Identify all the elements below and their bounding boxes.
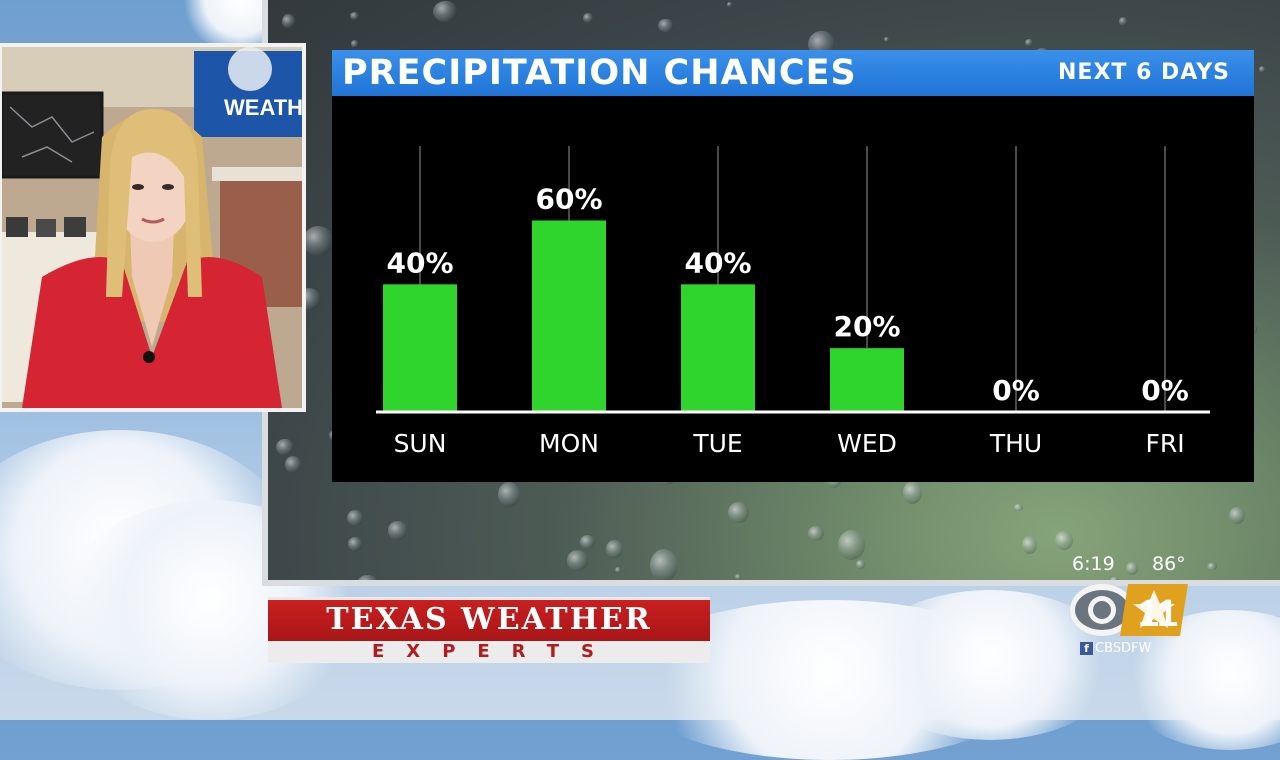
data-label-wed: 20%	[833, 310, 900, 343]
raindrop	[658, 18, 674, 33]
data-label-tue: 40%	[684, 246, 751, 279]
raindrop	[903, 481, 923, 505]
raindrop	[388, 521, 407, 540]
raindrop	[838, 529, 866, 560]
raindrop	[1021, 536, 1037, 554]
raindrop	[1119, 16, 1128, 26]
chart-title: PRECIPITATION CHANCES	[342, 53, 857, 93]
raindrop	[1014, 503, 1023, 511]
raindrop	[650, 548, 679, 580]
raindrop	[582, 12, 594, 23]
x-tick-label-tue: TUE	[692, 429, 742, 458]
chart-subtitle: NEXT 6 DAYS	[1058, 60, 1230, 85]
raindrop	[357, 574, 378, 580]
data-label-mon: 60%	[535, 182, 602, 215]
presenter-video-inset: WEATH	[0, 43, 306, 412]
raindrop	[497, 481, 520, 508]
precipitation-bar-chart: 40% SUN 60% MON 40% TUE 20% WED 0% THU 0% FRI	[376, 146, 1210, 458]
raindrop	[1055, 530, 1074, 550]
precipitation-chart-panel: PRECIPITATION CHANCES NEXT 6 DAYS 40% SUN…	[332, 50, 1254, 482]
bar-wed	[830, 348, 904, 412]
chart-header-bar: PRECIPITATION CHANCES NEXT 6 DAYS	[332, 50, 1254, 96]
raindrop	[282, 13, 295, 29]
raindrop	[726, 2, 732, 8]
raindrop	[605, 539, 623, 558]
raindrop	[734, 574, 742, 580]
raindrop	[579, 535, 595, 549]
raindrop	[1228, 507, 1246, 525]
raindrop	[347, 537, 362, 551]
presenter-video: WEATH	[2, 47, 302, 408]
raindrop	[883, 36, 889, 42]
raindrop	[807, 525, 825, 542]
x-tick-label-thu: THU	[989, 429, 1042, 458]
raindrop	[346, 509, 364, 527]
presenter-scene: WEATH	[2, 47, 302, 408]
social-handle-text: CBSDFW	[1095, 641, 1152, 656]
social-handle: f CBSDFW	[1080, 641, 1151, 656]
raindrop	[1109, 576, 1119, 580]
raindrop	[1025, 38, 1033, 47]
raindrop	[1126, 561, 1139, 575]
raindrop	[284, 455, 302, 473]
data-label-sun: 40%	[386, 246, 453, 279]
raindrop	[350, 39, 358, 48]
bar-tue	[681, 284, 755, 412]
clock-time: 6:19	[1072, 553, 1115, 575]
raindrop	[276, 438, 294, 456]
bar-mon	[532, 220, 606, 412]
data-label-fri: 0%	[1141, 374, 1189, 407]
x-tick-label-wed: WED	[837, 429, 897, 458]
cbs-11-logo: 11	[1070, 584, 1188, 636]
raindrop	[1207, 562, 1217, 571]
raindrop	[856, 559, 865, 569]
raindrop	[566, 550, 589, 571]
x-tick-label-mon: MON	[539, 429, 599, 458]
raindrop	[614, 566, 622, 573]
logo-number: 11	[1138, 593, 1178, 635]
raindrop	[303, 225, 334, 256]
texas-weather-title: TEXAS WEATHER	[268, 597, 710, 641]
tv-weather-text: WEATH	[224, 95, 302, 120]
current-temperature: 86°	[1152, 553, 1186, 575]
facebook-icon: f	[1080, 642, 1093, 655]
raindrop	[349, 12, 360, 20]
raindrop	[1259, 66, 1266, 74]
data-label-thu: 0%	[992, 374, 1040, 407]
experts-subtitle: EXPERTS	[268, 641, 710, 663]
x-tick-label-fri: FRI	[1145, 429, 1184, 458]
raindrop	[432, 0, 459, 23]
x-tick-label-sun: SUN	[394, 429, 447, 458]
bar-sun	[383, 284, 457, 412]
raindrop	[728, 502, 750, 523]
